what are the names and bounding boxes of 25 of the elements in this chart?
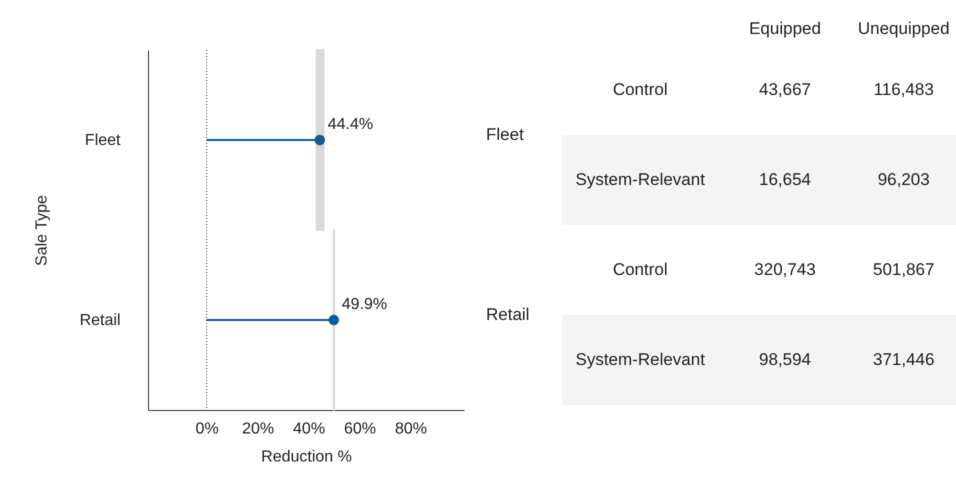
text: 96,203: [851, 135, 956, 225]
x-tick-label: 0%: [196, 420, 219, 438]
text: Unequipped: [856, 18, 951, 40]
data-label: 44.4%: [328, 116, 374, 133]
x-tick-label: 20%: [242, 420, 274, 438]
text: 501,867: [872, 259, 936, 281]
text: 43,667: [758, 79, 812, 101]
text: 98,594: [718, 315, 852, 405]
x-axis-title: Reduction %: [261, 448, 352, 466]
text: 371,446: [851, 315, 956, 405]
text: Retail: [485, 304, 530, 326]
text: 16,654: [718, 135, 852, 225]
text: Equipped: [748, 18, 822, 40]
text: System-Relevant: [562, 135, 719, 225]
text: Fleet: [485, 124, 525, 146]
text: 116,483: [872, 79, 935, 101]
text: 320,743: [753, 259, 817, 281]
y-axis-title: Sale Type: [34, 194, 51, 266]
text: System-Relevant: [562, 315, 719, 405]
x-tick-label: 40%: [293, 420, 326, 438]
data-label: 49.9%: [342, 296, 388, 313]
x-tick-label: 80%: [394, 420, 427, 438]
x-tick-label: 60%: [344, 420, 376, 438]
text: Control: [612, 79, 669, 101]
text: Control: [612, 259, 669, 281]
